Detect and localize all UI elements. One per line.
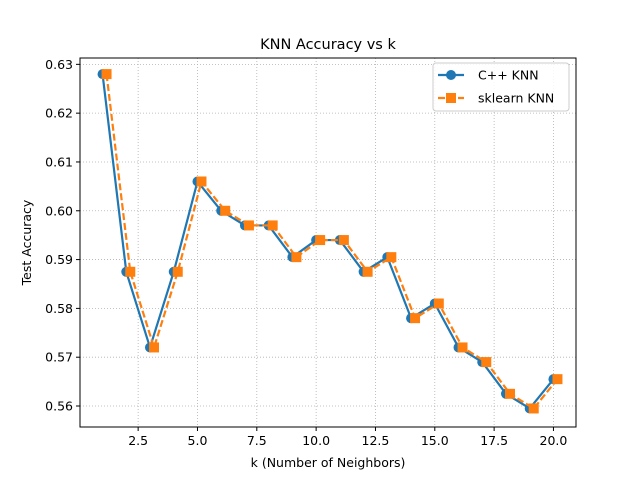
chart-title: KNN Accuracy vs k — [260, 37, 396, 53]
x-axis-label: k (Number of Neighbors) — [251, 455, 406, 470]
legend-marker-cpp — [446, 70, 456, 80]
data-point-sklearn-knn — [101, 69, 112, 80]
y-axis: 0.56 0.57 0.58 0.59 0.60 0.61 0.62 0.63 — [45, 57, 80, 414]
data-point-sklearn-knn — [291, 252, 302, 263]
data-point-sklearn-knn — [196, 176, 207, 187]
y-tick-label: 0.58 — [45, 301, 73, 316]
legend: C++ KNN sklearn KNN — [432, 62, 570, 112]
x-axis: 2.5 5.0 7.5 10.0 12.5 15.0 17.5 20.0 — [128, 427, 567, 448]
legend-label-cpp: C++ KNN — [478, 68, 539, 83]
y-axis-label: Test Accuracy — [19, 199, 34, 286]
legend-marker-sklearn — [446, 93, 456, 103]
plot-series — [97, 69, 563, 414]
data-point-sklearn-knn — [552, 374, 563, 385]
x-tick-label: 10.0 — [302, 433, 330, 448]
x-tick-label: 5.0 — [188, 433, 208, 448]
legend-box — [432, 62, 570, 112]
data-point-sklearn-knn — [528, 403, 539, 414]
x-tick-label: 17.5 — [480, 433, 508, 448]
data-point-sklearn-knn — [457, 342, 468, 353]
data-point-sklearn-knn — [386, 252, 397, 263]
data-point-sklearn-knn — [149, 342, 160, 353]
data-point-sklearn-knn — [220, 205, 231, 216]
y-tick-label: 0.60 — [45, 203, 73, 218]
data-point-sklearn-knn — [125, 266, 136, 277]
data-point-sklearn-knn — [504, 388, 515, 399]
y-tick-label: 0.57 — [45, 350, 73, 365]
data-point-sklearn-knn — [315, 235, 326, 246]
data-point-sklearn-knn — [267, 220, 278, 231]
y-tick-label: 0.56 — [45, 399, 73, 414]
data-point-sklearn-knn — [433, 298, 444, 309]
legend-label-sklearn: sklearn KNN — [478, 91, 554, 106]
y-tick-label: 0.63 — [45, 57, 73, 72]
x-tick-label: 2.5 — [128, 433, 148, 448]
x-tick-label: 7.5 — [247, 433, 267, 448]
x-tick-label: 12.5 — [362, 433, 390, 448]
data-point-sklearn-knn — [172, 266, 183, 277]
data-point-sklearn-knn — [410, 313, 421, 324]
y-tick-label: 0.61 — [45, 154, 73, 169]
y-tick-label: 0.59 — [45, 252, 73, 267]
x-tick-label: 15.0 — [421, 433, 449, 448]
y-tick-label: 0.62 — [45, 106, 73, 121]
plot-frame — [79, 57, 577, 428]
data-point-sklearn-knn — [243, 220, 254, 231]
data-point-sklearn-knn — [338, 235, 349, 246]
data-point-sklearn-knn — [481, 357, 492, 368]
x-tick-label: 20.0 — [540, 433, 568, 448]
data-point-sklearn-knn — [362, 266, 373, 277]
